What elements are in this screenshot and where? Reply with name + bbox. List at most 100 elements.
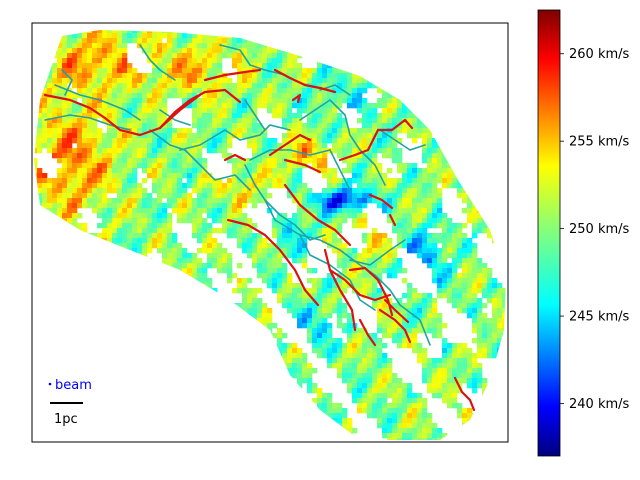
heatmap-cell [167,63,173,69]
heatmap-cell [247,218,253,224]
heatmap-cell [287,103,293,109]
heatmap-cell [482,223,488,229]
heatmap-cell [92,138,98,144]
heatmap-cell [302,198,308,204]
heatmap-cell [327,198,333,204]
heatmap-cell [367,288,373,294]
heatmap-cell [137,108,143,114]
heatmap-cell [342,198,348,204]
heatmap-cell [322,328,328,334]
heatmap-cell [432,218,438,224]
heatmap-cell [152,133,158,139]
heatmap-cell [402,173,408,179]
heatmap-cell [232,203,238,209]
heatmap-cell [232,88,238,94]
heatmap-cell [257,238,263,244]
heatmap-cell [107,68,113,74]
heatmap-cell [372,278,378,284]
heatmap-cell [412,123,418,129]
heatmap-cell [372,303,378,309]
heatmap-cell [242,303,248,309]
heatmap-cell [52,103,58,109]
heatmap-cell [267,103,273,109]
heatmap-cell [97,43,103,49]
heatmap-cell [432,178,438,184]
heatmap-cell [417,188,423,194]
heatmap-cell [72,58,78,64]
heatmap-cell [202,223,208,229]
heatmap-cell [437,168,443,174]
heatmap-cell [382,323,388,329]
heatmap-cell [427,303,433,309]
heatmap-cell [297,248,303,254]
heatmap-cell [222,183,228,189]
heatmap-cell [332,173,338,179]
heatmap-cell [377,258,383,264]
heatmap-cell [92,233,98,239]
heatmap-cell [207,198,213,204]
heatmap-cell [287,88,293,94]
heatmap-cell [212,188,218,194]
heatmap-cell [247,48,253,54]
heatmap-cell [347,193,353,199]
heatmap-cell [262,273,268,279]
heatmap-cell [482,313,488,319]
heatmap-cell [342,98,348,104]
heatmap-cell [382,233,388,239]
heatmap-cell [437,278,443,284]
heatmap-cell [82,68,88,74]
heatmap-cell [257,48,263,54]
heatmap-cell [407,248,413,254]
heatmap-cell [412,173,418,179]
heatmap-cell [92,78,98,84]
heatmap-cell [202,238,208,244]
heatmap-cell [377,188,383,194]
heatmap-cell [117,193,123,199]
heatmap-cell [432,153,438,159]
heatmap-cell [407,213,413,219]
heatmap-cell [457,238,463,244]
heatmap-cell [152,93,158,99]
heatmap-cell [387,153,393,159]
heatmap-cell [142,128,148,134]
heatmap-cell [117,138,123,144]
heatmap-cell [137,223,143,229]
heatmap-cell [137,248,143,254]
heatmap-cell [362,173,368,179]
heatmap-cell [262,93,268,99]
heatmap-cell [302,78,308,84]
heatmap-cell [157,223,163,229]
heatmap-cell [252,158,258,164]
heatmap-cell [287,303,293,309]
heatmap-cell [67,193,73,199]
heatmap-cell [227,118,233,124]
heatmap-cell [42,183,48,189]
heatmap-cell [317,328,323,334]
heatmap-cell [412,213,418,219]
heatmap-cell [112,238,118,244]
heatmap-cell [127,183,133,189]
heatmap-cell [237,128,243,134]
heatmap-cell [252,148,258,154]
heatmap-cell [282,173,288,179]
heatmap-cell [87,188,93,194]
heatmap-cell [152,98,158,104]
heatmap-cell [497,293,503,299]
heatmap-cell [317,93,323,99]
heatmap-cell [397,268,403,274]
heatmap-cell [97,183,103,189]
heatmap-cell [337,133,343,139]
heatmap-cell [367,293,373,299]
heatmap-cell [197,108,203,114]
heatmap-cell [467,198,473,204]
heatmap-cell [222,48,228,54]
heatmap-cell [467,263,473,269]
heatmap-cell [232,128,238,134]
heatmap-cell [172,83,178,89]
heatmap-cell [267,138,273,144]
heatmap-cell [317,203,323,209]
heatmap-cell [422,293,428,299]
heatmap-cell [67,48,73,54]
heatmap-cell [77,53,83,59]
heatmap-cell [367,238,373,244]
